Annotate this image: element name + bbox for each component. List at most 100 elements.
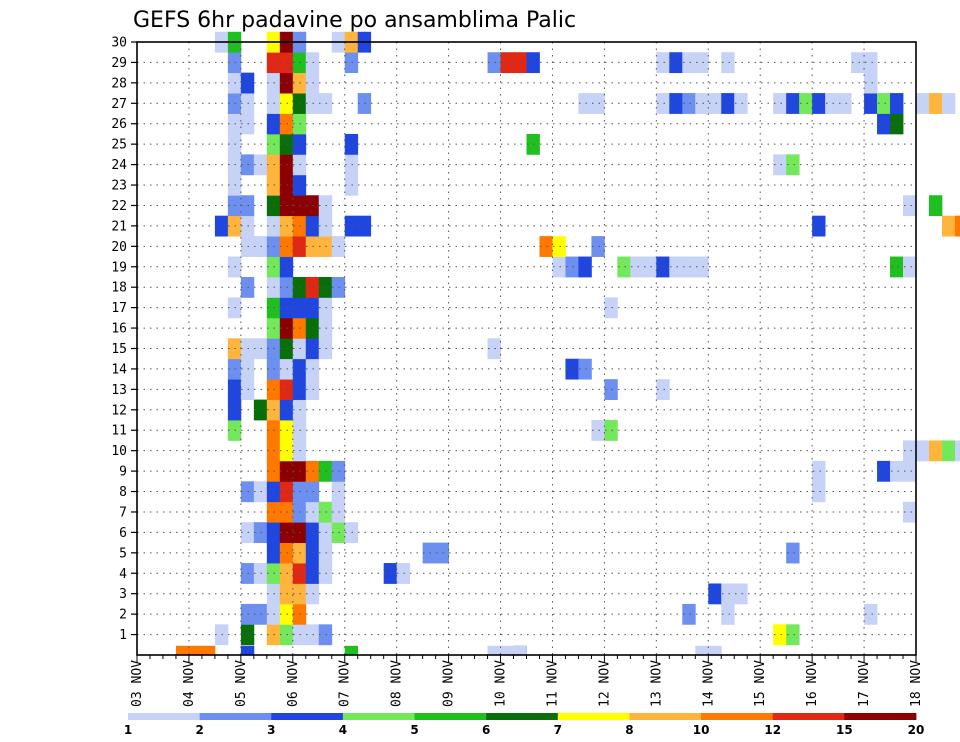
precip-cell-m1-t49 xyxy=(773,624,787,646)
precip-cell-m27-t61 xyxy=(928,93,943,114)
colorbar-swatch-4 xyxy=(414,713,487,720)
y-tick-label-27: 27 xyxy=(111,97,127,112)
precip-cell-m29-t13 xyxy=(305,52,320,74)
precip-cell-m7-t13 xyxy=(305,501,320,523)
precip-cell-m4-t13 xyxy=(305,563,320,584)
precip-cell-m0-t43 xyxy=(695,645,722,656)
precip-cell-m19-t33 xyxy=(565,256,579,278)
precip-cell-m29-t28 xyxy=(500,52,527,74)
precip-cell-m9-t13 xyxy=(305,460,320,482)
y-tick-label-7: 7 xyxy=(119,505,127,520)
precip-cell-m0-t8 xyxy=(240,645,255,656)
precip-cell-m27-t46 xyxy=(734,93,748,114)
precip-cell-m14-t12 xyxy=(292,358,307,380)
precip-cell-m23-t12 xyxy=(292,174,307,196)
precip-cell-m28-t12 xyxy=(292,72,307,94)
y-tick-label-24: 24 xyxy=(111,158,127,173)
precip-cell-m17-t11 xyxy=(279,297,320,319)
precip-cell-m9-t14 xyxy=(318,460,333,482)
precip-cell-m6-t15 xyxy=(331,522,346,544)
colorbar-label-12: 12 xyxy=(764,723,781,737)
precip-cell-m1-t50 xyxy=(786,624,800,646)
precip-cell-m3-t13 xyxy=(305,583,320,605)
precip-cell-m7-t15 xyxy=(331,501,346,523)
precip-cell-m18-t15 xyxy=(331,276,346,298)
x-tick-label-15: 18 NOV xyxy=(909,660,924,707)
precip-cell-m9-t57 xyxy=(877,460,891,482)
precip-cell-m26-t58 xyxy=(890,113,904,135)
precip-cell-m21-t52 xyxy=(812,215,826,237)
x-tick-label-4: 07 NOV xyxy=(338,660,353,707)
precip-cell-m27-t51 xyxy=(799,93,813,114)
precip-cell-m11-t35 xyxy=(591,420,605,441)
precip-cell-m19-t38 xyxy=(630,256,657,278)
precip-cell-m7-t14 xyxy=(318,501,333,523)
y-tick-label-1: 1 xyxy=(119,628,127,643)
precip-cell-m24-t12 xyxy=(292,154,307,176)
precip-cell-m27-t45 xyxy=(721,93,735,114)
precip-cell-m22-t61 xyxy=(928,195,943,217)
precip-cell-m27-t57 xyxy=(877,93,891,114)
precip-cell-m14-t33 xyxy=(565,358,579,380)
precip-cell-m20-t32 xyxy=(552,236,566,257)
precip-cell-m8-t15 xyxy=(331,481,346,503)
colorbar-label-15: 15 xyxy=(836,723,853,737)
precip-cell-m12-t12 xyxy=(292,399,307,421)
precip-cell-m21-t62 xyxy=(941,215,956,237)
colorbar-label-7: 7 xyxy=(554,723,562,737)
y-tick-label-16: 16 xyxy=(111,322,127,337)
precip-cell-m29-t12 xyxy=(292,52,307,74)
y-tick-label-3: 3 xyxy=(119,587,127,602)
x-tick-label-1: 04 NOV xyxy=(182,660,197,707)
precip-cell-m19-t58 xyxy=(890,256,904,278)
precip-cell-m4-t19 xyxy=(383,563,398,584)
precip-cell-m27-t34 xyxy=(578,93,605,114)
precip-cell-m2-t56 xyxy=(864,603,878,625)
precip-cell-m15-t13 xyxy=(305,338,320,360)
precip-cell-m6-t14 xyxy=(318,522,333,544)
precip-cell-m20-t15 xyxy=(331,236,346,257)
y-tick-label-22: 22 xyxy=(111,199,127,214)
y-tick-label-19: 19 xyxy=(111,260,127,275)
precip-cell-m27-t58 xyxy=(890,93,904,114)
precip-cell-m27-t17 xyxy=(357,93,372,114)
precip-cell-m19-t41 xyxy=(669,256,709,278)
precip-cell-m25-t16 xyxy=(344,133,359,155)
precip-cell-m23-t16 xyxy=(344,174,359,196)
precip-cell-m5-t12 xyxy=(292,542,307,564)
y-tick-label-30: 30 xyxy=(111,36,127,51)
gridlines xyxy=(137,41,916,655)
precip-cell-m16-t13 xyxy=(305,317,320,339)
precip-cell-m21-t63 xyxy=(954,215,960,237)
precip-cell-m8-t52 xyxy=(812,481,826,503)
colorbar-label-2: 2 xyxy=(195,723,203,737)
precip-cell-m27-t42 xyxy=(682,93,696,114)
precip-cell-m6-t16 xyxy=(344,522,359,544)
precip-cell-m13-t40 xyxy=(656,379,670,400)
x-tick-label-9: 12 NOV xyxy=(597,660,612,707)
precip-cell-m0-t27 xyxy=(487,645,527,656)
colorbar-swatch-1 xyxy=(199,713,272,720)
precip-cell-m15-t14 xyxy=(318,338,333,360)
precip-cell-m5-t13 xyxy=(305,542,320,564)
x-axis: 03 NOV 04 NOV 05 NOV 06 NOV 07 NOV 08 NOV 09 N… xyxy=(130,655,924,707)
precip-cell-m18-t14 xyxy=(318,276,333,298)
precip-cell-m29-t45 xyxy=(721,52,735,74)
y-tick-label-6: 6 xyxy=(119,526,127,541)
precip-cell-m27-t40 xyxy=(656,93,670,114)
precip-cell-m27-t60 xyxy=(916,93,930,114)
colorbar-swatch-10 xyxy=(844,713,917,720)
precip-cell-m27-t62 xyxy=(941,93,956,114)
precip-cell-m19-t32 xyxy=(552,256,566,278)
precip-cell-m17-t36 xyxy=(604,297,618,319)
precip-cell-m17-t14 xyxy=(318,297,333,319)
precip-cell-m21-t13 xyxy=(305,215,320,237)
precip-cell-m19-t59 xyxy=(903,256,917,278)
colorbar-label-5: 5 xyxy=(410,723,418,737)
y-axis: 1234567891011121314151617181920212223242… xyxy=(111,36,137,643)
y-tick-label-20: 20 xyxy=(111,240,127,255)
precip-cell-m14-t13 xyxy=(305,358,320,380)
precip-cell-m19-t37 xyxy=(617,256,631,278)
precip-cell-m11-t12 xyxy=(292,420,307,441)
